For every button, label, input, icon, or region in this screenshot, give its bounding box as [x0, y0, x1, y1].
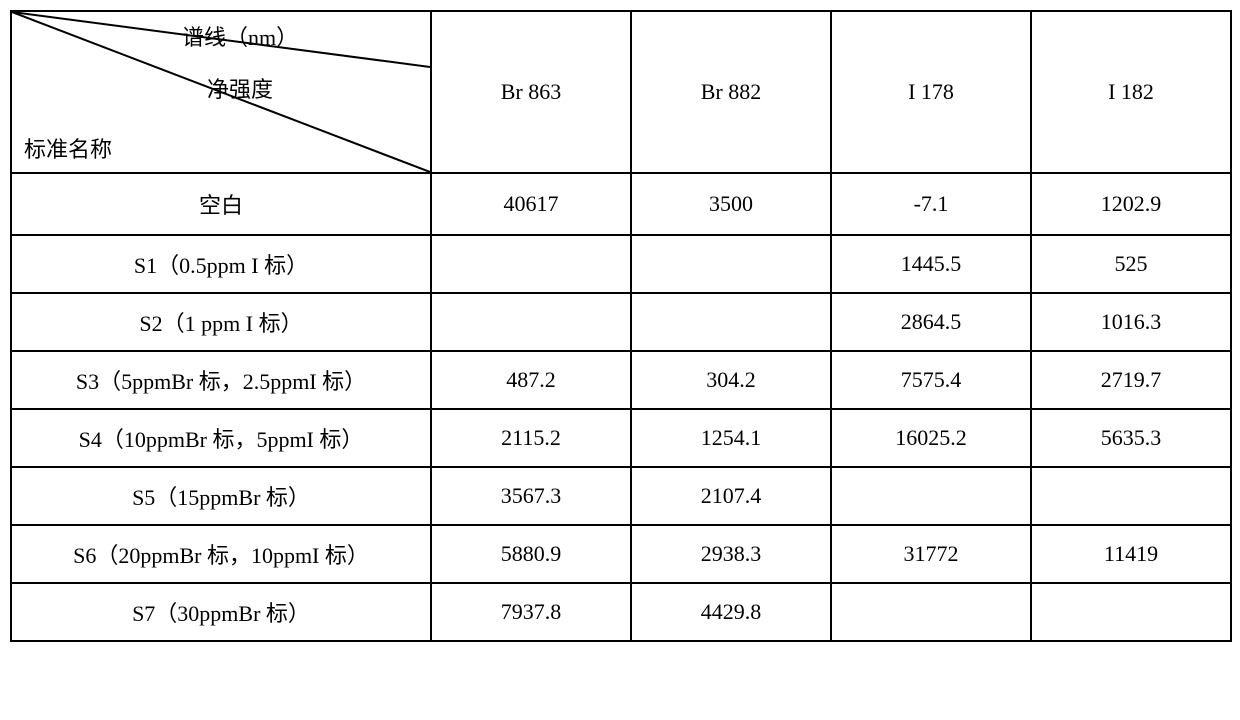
table-cell: 3500 — [631, 173, 831, 235]
table-cell — [831, 583, 1031, 641]
table-cell: 11419 — [1031, 525, 1231, 583]
col-header: Br 863 — [431, 11, 631, 173]
table-cell: 7937.8 — [431, 583, 631, 641]
table-cell: 1202.9 — [1031, 173, 1231, 235]
table-row: S1（0.5ppm I 标） 1445.5 525 — [11, 235, 1231, 293]
table-row: S6（20ppmBr 标，10ppmI 标） 5880.9 2938.3 317… — [11, 525, 1231, 583]
table-cell: 2719.7 — [1031, 351, 1231, 409]
table-cell: 7575.4 — [831, 351, 1031, 409]
col-header: Br 882 — [631, 11, 831, 173]
table-cell: 2115.2 — [431, 409, 631, 467]
table-cell: 487.2 — [431, 351, 631, 409]
table-cell: 4429.8 — [631, 583, 831, 641]
table-cell: 525 — [1031, 235, 1231, 293]
row-label: S2（1 ppm I 标） — [11, 293, 431, 351]
col-header: I 182 — [1031, 11, 1231, 173]
header-row: 谱线（nm） 净强度 标准名称 Br 863 Br 882 I 178 I 18… — [11, 11, 1231, 173]
table-cell — [831, 467, 1031, 525]
table-cell: 5635.3 — [1031, 409, 1231, 467]
table-cell: 1445.5 — [831, 235, 1031, 293]
row-label: S6（20ppmBr 标，10ppmI 标） — [11, 525, 431, 583]
table-cell — [1031, 583, 1231, 641]
table-cell: 40617 — [431, 173, 631, 235]
table-cell: 2864.5 — [831, 293, 1031, 351]
diagonal-header-cell: 谱线（nm） 净强度 标准名称 — [11, 11, 431, 173]
table-row: 空白 40617 3500 -7.1 1202.9 — [11, 173, 1231, 235]
row-label: S5（15ppmBr 标） — [11, 467, 431, 525]
table-cell: 5880.9 — [431, 525, 631, 583]
table-cell: 3567.3 — [431, 467, 631, 525]
table-cell — [631, 293, 831, 351]
table-row: S2（1 ppm I 标） 2864.5 1016.3 — [11, 293, 1231, 351]
table-cell: 304.2 — [631, 351, 831, 409]
table-cell: -7.1 — [831, 173, 1031, 235]
row-label: S1（0.5ppm I 标） — [11, 235, 431, 293]
table-cell — [431, 293, 631, 351]
table-cell — [431, 235, 631, 293]
table-cell: 16025.2 — [831, 409, 1031, 467]
table-cell: 2107.4 — [631, 467, 831, 525]
diag-label-bottom: 标准名称 — [24, 132, 112, 164]
table-row: S3（5ppmBr 标，2.5ppmI 标） 487.2 304.2 7575.… — [11, 351, 1231, 409]
table-cell: 1016.3 — [1031, 293, 1231, 351]
row-label: S4（10ppmBr 标，5ppmI 标） — [11, 409, 431, 467]
diag-label-middle: 净强度 — [207, 72, 273, 104]
table-cell — [1031, 467, 1231, 525]
table-row: S7（30ppmBr 标） 7937.8 4429.8 — [11, 583, 1231, 641]
table-body: 空白 40617 3500 -7.1 1202.9 S1（0.5ppm I 标）… — [11, 173, 1231, 641]
table-row: S5（15ppmBr 标） 3567.3 2107.4 — [11, 467, 1231, 525]
table-row: S4（10ppmBr 标，5ppmI 标） 2115.2 1254.1 1602… — [11, 409, 1231, 467]
table-cell: 1254.1 — [631, 409, 831, 467]
col-header: I 178 — [831, 11, 1031, 173]
row-label: S3（5ppmBr 标，2.5ppmI 标） — [11, 351, 431, 409]
row-label: 空白 — [11, 173, 431, 235]
table-cell: 2938.3 — [631, 525, 831, 583]
table-cell — [631, 235, 831, 293]
table-cell: 31772 — [831, 525, 1031, 583]
data-table: 谱线（nm） 净强度 标准名称 Br 863 Br 882 I 178 I 18… — [10, 10, 1232, 642]
row-label: S7（30ppmBr 标） — [11, 583, 431, 641]
diag-label-top: 谱线（nm） — [182, 20, 298, 52]
